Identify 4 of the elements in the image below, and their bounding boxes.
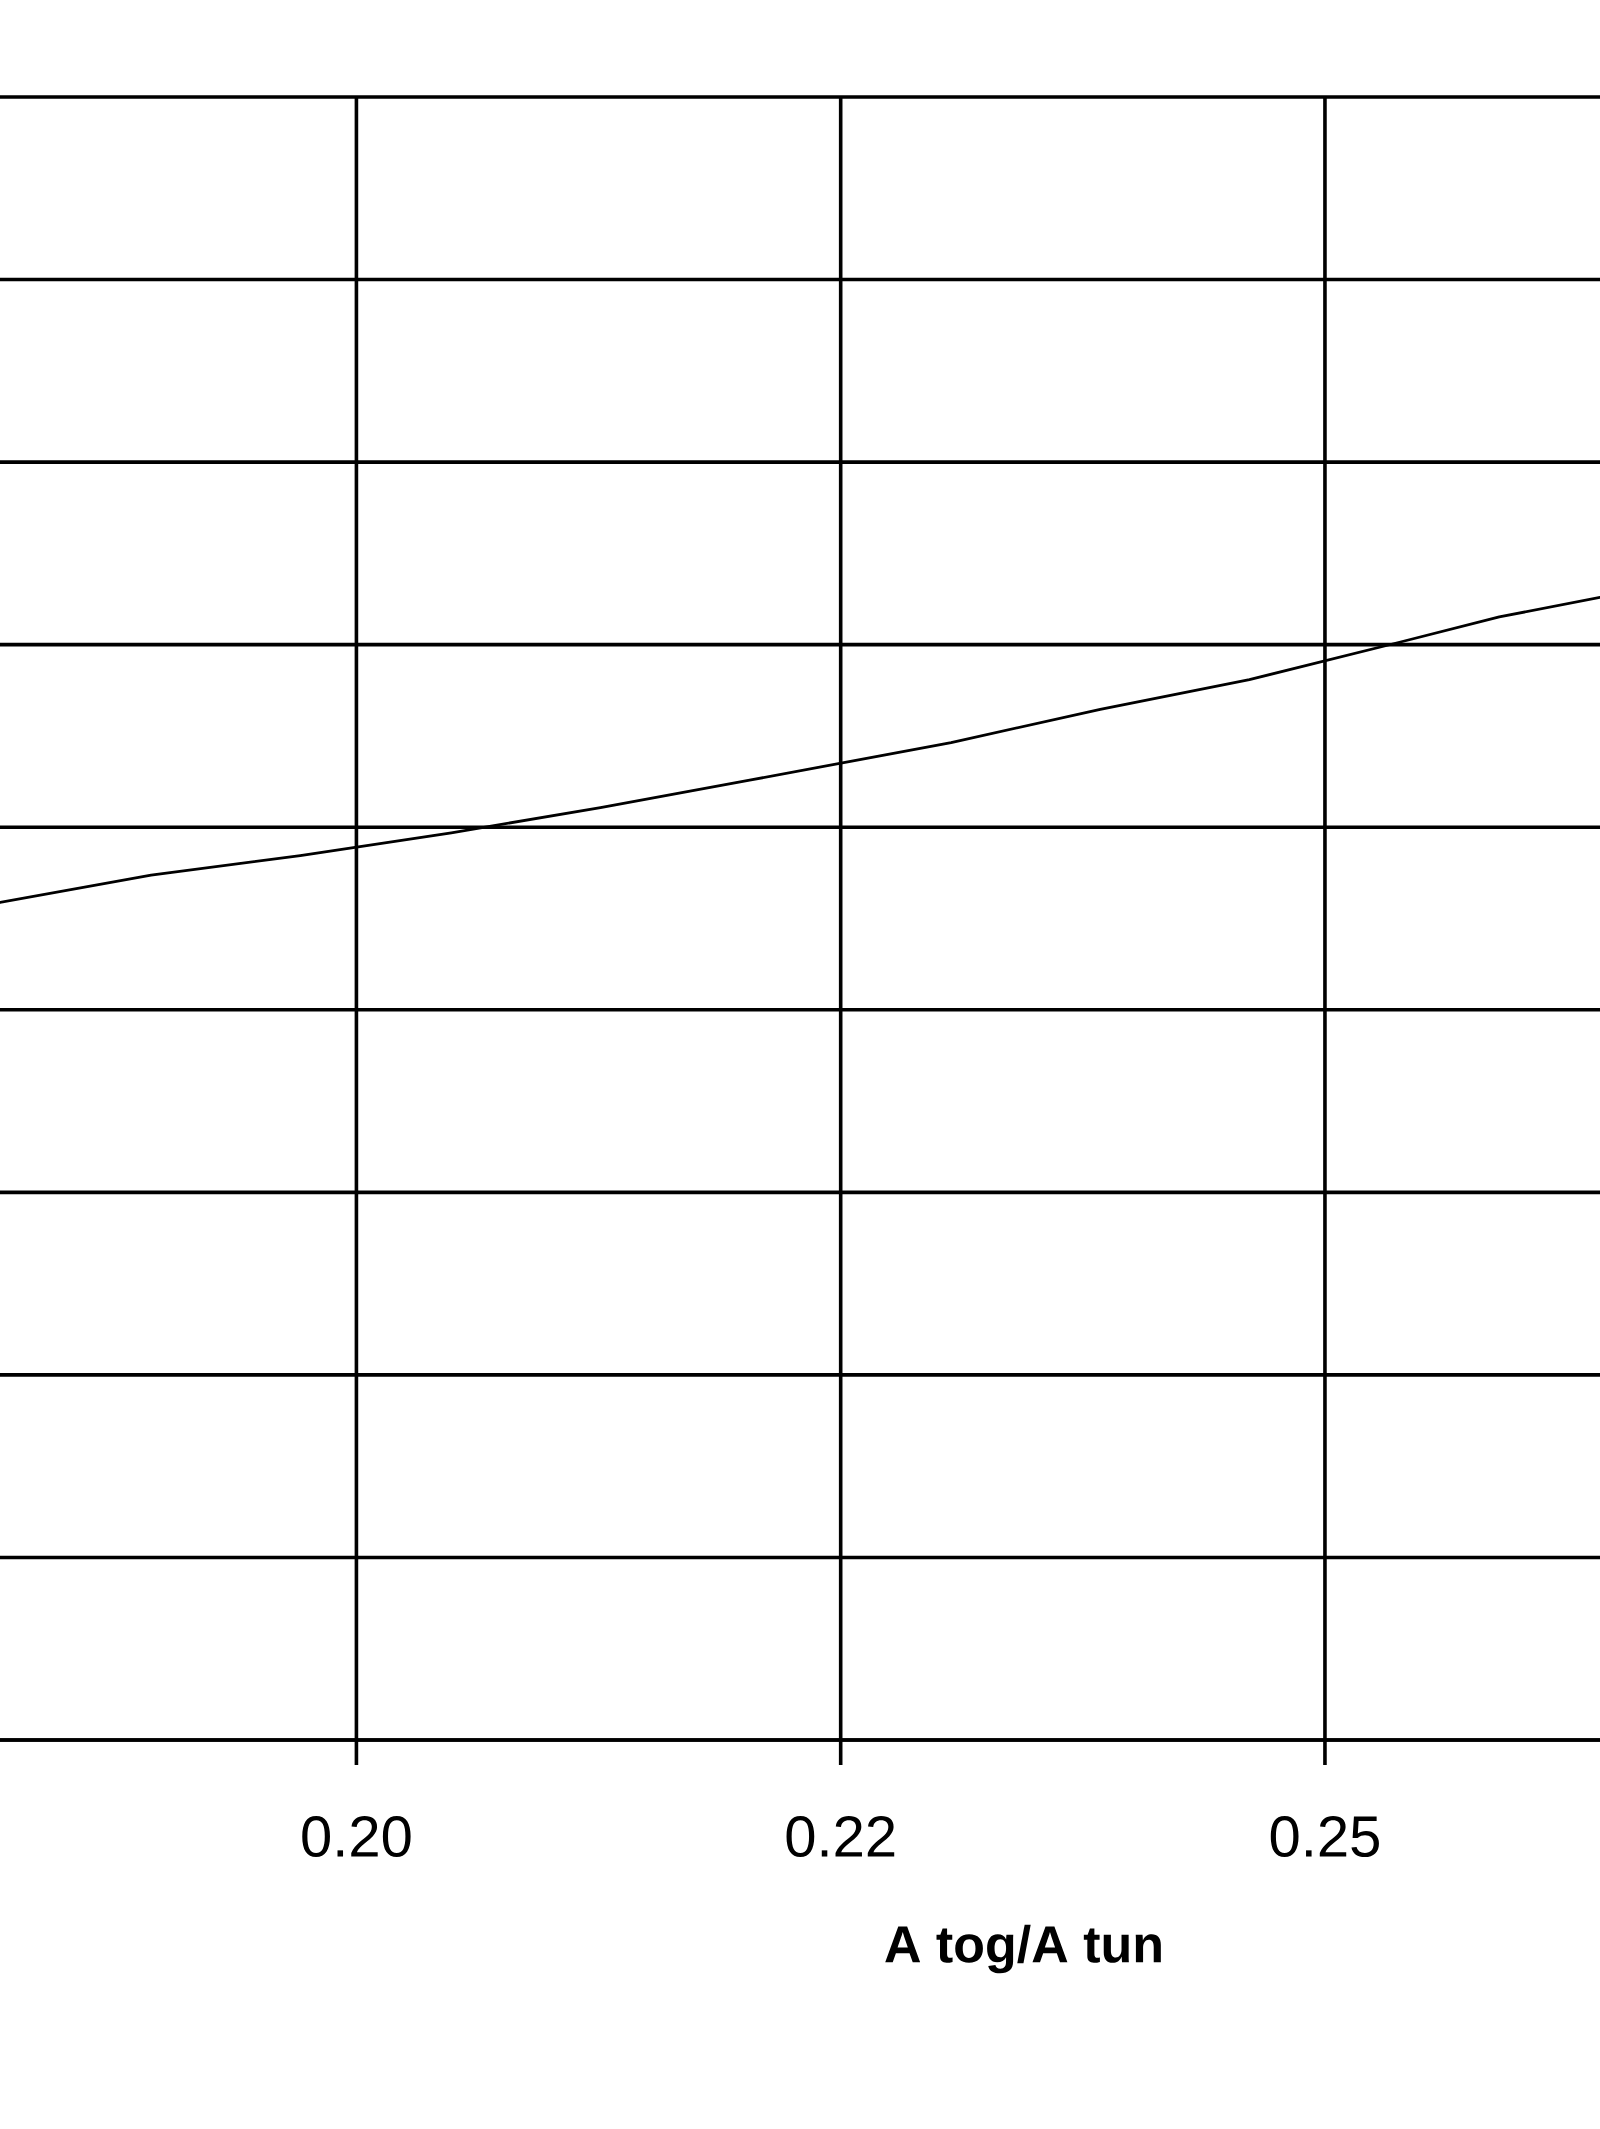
x-axis-title: A tog/A tun bbox=[885, 1924, 1161, 1974]
x-tick-label: 0.22 bbox=[786, 1816, 895, 1858]
x-tick-label: 0.25 bbox=[1270, 1816, 1379, 1858]
x-tick-label: 0.20 bbox=[302, 1816, 411, 1858]
